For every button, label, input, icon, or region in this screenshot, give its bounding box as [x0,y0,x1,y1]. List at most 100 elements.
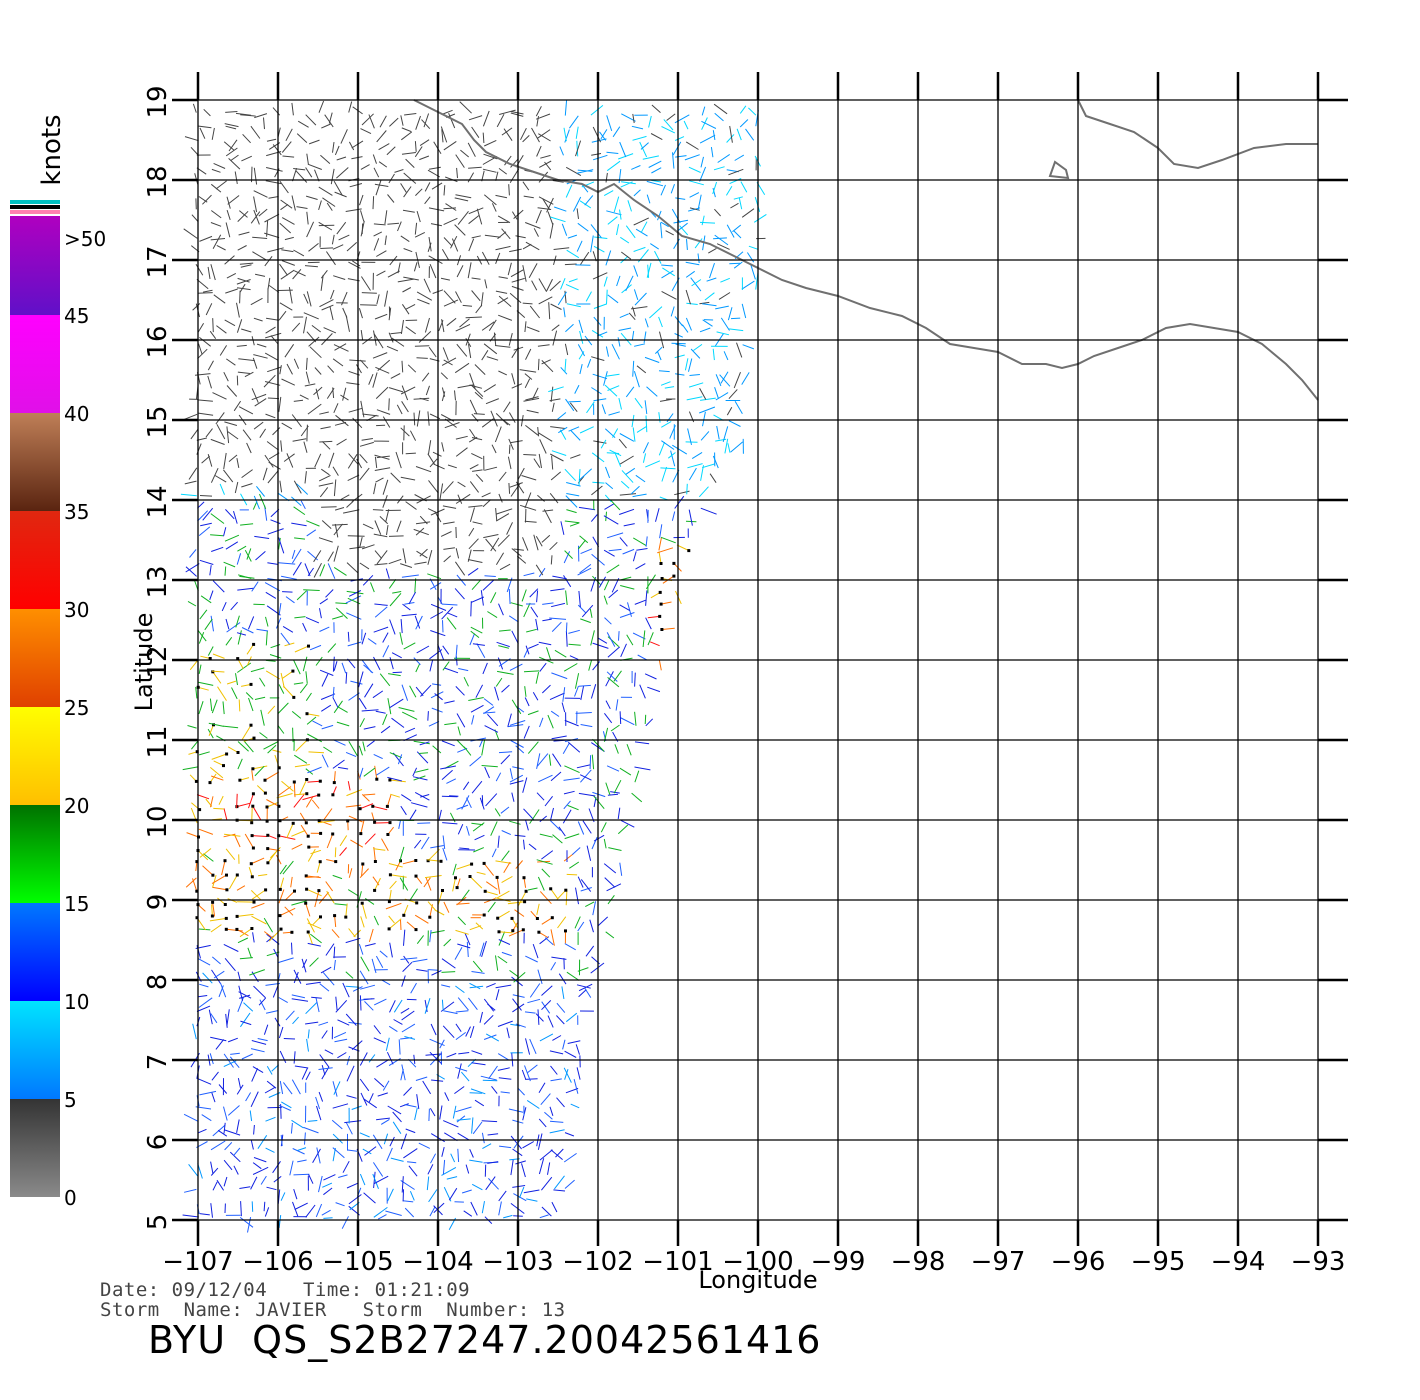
wind-vector [542,618,552,622]
wind-vector [281,260,295,266]
wind-vector [532,943,539,959]
wind-vector [565,1087,579,1094]
lon-tick-label: −94 [1211,1247,1266,1277]
wind-vector [272,427,281,436]
wind-vector [405,501,417,510]
lon-tick-label: −106 [242,1247,313,1277]
wind-vector [233,510,238,524]
wind-vector [211,210,222,219]
wind-vector [495,194,508,199]
wind-vector [388,387,404,393]
wind-vector [592,901,596,916]
wind-vector [390,793,400,798]
wind-vector [237,587,254,591]
wind-vector [372,154,377,164]
wind-vector [266,933,280,945]
wind-vector [563,551,571,564]
wind-vector [403,1148,418,1159]
wind-vector [441,1146,445,1157]
wind-vector [388,579,397,589]
wind-vector [567,804,579,811]
wind-vector [649,306,663,319]
wind-vector [256,485,265,497]
wind-vector [345,1121,353,1135]
wind-vector [650,243,659,250]
wind-vector [447,612,458,618]
wind-vector [689,180,704,186]
wind-vector [619,141,627,158]
wind-vector [468,115,483,121]
wind-vector [430,1023,437,1036]
wind-vector [266,317,279,321]
wind-vector [303,293,309,304]
wind-vector [689,374,700,376]
wind-vector [572,196,582,212]
wind-vector [497,297,509,305]
wind-vector [625,275,634,292]
wind-vector [444,722,457,726]
rain-flag [210,914,214,918]
wind-vector [199,848,212,858]
wind-vector [642,442,649,454]
wind-vector [196,279,209,290]
wind-vector [240,1020,252,1026]
wind-vector [690,348,701,359]
wind-vector [209,698,213,712]
wind-vector [536,903,540,915]
wind-vector [415,768,429,773]
wind-vector [308,751,325,754]
rain-flag [251,767,255,771]
wind-vector [333,946,336,959]
rain-flag [212,723,215,727]
wind-vector [362,523,374,530]
wind-vector [259,999,266,1011]
wind-vector [474,1099,485,1107]
wind-vector [547,1015,554,1028]
wind-vector [387,270,400,278]
wind-vector [402,548,407,564]
wind-vector [498,931,506,946]
wind-vector [706,277,717,282]
wind-vector [320,693,336,700]
wind-vector [566,249,580,259]
wind-vector [536,753,541,770]
wind-vector [371,812,376,823]
wind-vector [272,1161,281,1174]
wind-vector [465,316,482,319]
wind-vector [294,793,307,796]
wind-vector [620,585,635,590]
wind-vector [418,331,432,343]
wind-vector [313,562,322,578]
wind-vector [210,1036,227,1042]
wind-vector [565,166,582,177]
wind-vector [631,165,641,170]
wind-vector [237,913,254,917]
wind-vector [541,359,551,365]
wind-vector [318,200,322,211]
wind-vector [455,548,460,559]
wind-vector [748,107,757,116]
wind-vector [257,1038,268,1042]
wind-vector [523,670,540,673]
wind-vector [375,386,389,399]
wind-vector [233,834,241,848]
wind-vector [469,982,481,990]
wind-vector [428,166,441,170]
wind-vector [381,979,391,986]
wind-vector [593,303,607,309]
wind-vector [460,149,470,158]
wind-vector [239,928,253,938]
wind-vector [734,401,743,414]
wind-vector [509,663,523,671]
wind-vector [334,915,337,928]
rain-flag [195,916,199,920]
wind-vector [212,234,222,249]
wind-vector [428,969,439,971]
wind-vector [381,838,389,852]
wind-vector [438,809,442,821]
wind-vector [270,519,281,525]
rain-flag [198,808,202,812]
wind-vector [346,242,358,252]
rain-flag [454,876,457,880]
wind-vector [307,766,322,774]
